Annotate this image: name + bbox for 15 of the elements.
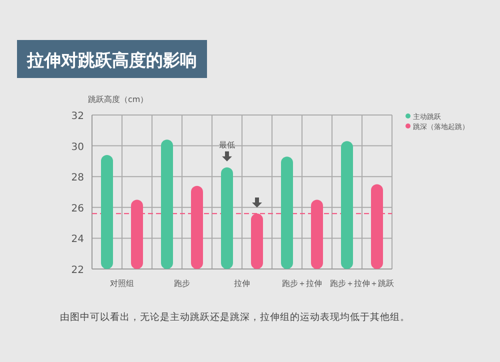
y-tick-label: 26	[71, 203, 84, 214]
x-tick-label: 跑步＋拉伸	[282, 279, 322, 288]
annotation: 最低	[219, 140, 235, 150]
text: 由图中可以看出，无论是主动跳跃还是跳深，拉伸组的运动表现均低于其他组。	[60, 311, 410, 323]
x-tick-label: 对照组	[110, 279, 134, 288]
x-tick-label: 跑步＋拉伸＋跳跃	[330, 279, 394, 288]
y-tick-label: 24	[71, 234, 84, 246]
y-axis-title: 跳跃高度（cm）	[88, 95, 148, 104]
x-tick-label: 跑步	[174, 279, 190, 288]
y-tick-label: 22	[71, 265, 84, 276]
y-tick-label: 28	[71, 172, 84, 184]
y-tick-label: 32	[71, 111, 84, 122]
x-tick-label: 拉伸	[234, 279, 250, 288]
y-tick-label: 30	[71, 142, 84, 153]
chart-title: 拉伸对跳跃高度的影响	[26, 51, 197, 71]
